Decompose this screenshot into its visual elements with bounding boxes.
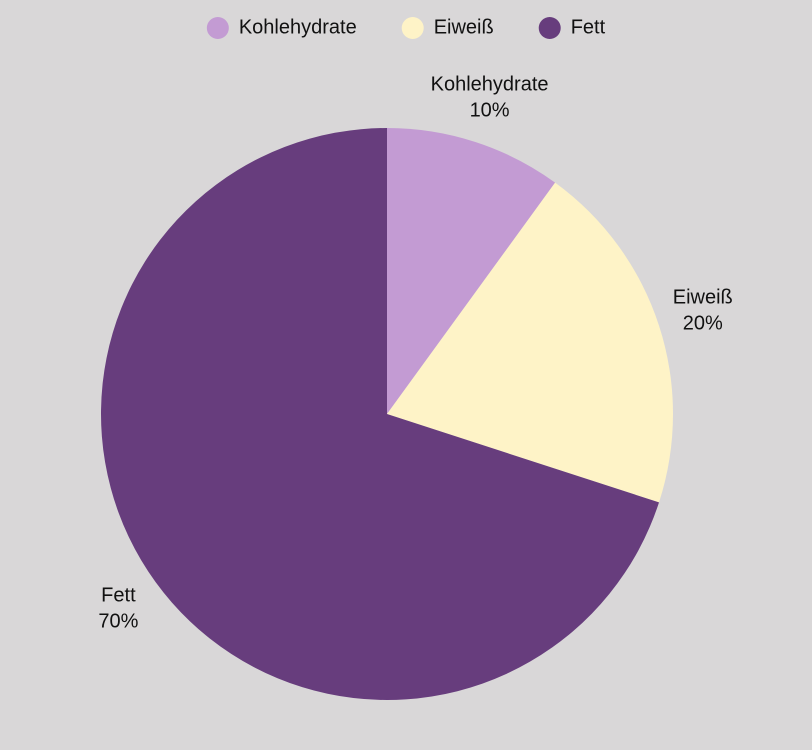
legend: Kohlehydrate Eiweiß Fett — [206, 16, 606, 39]
legend-swatch — [401, 17, 424, 39]
slice-value-label: 70% — [98, 610, 138, 632]
slice-label: Fett — [101, 584, 136, 606]
slice-label: Eiweiß — [673, 287, 733, 309]
pie-slice — [387, 182, 673, 503]
slice-value-label: 10% — [470, 100, 510, 122]
slice-label: Kohlehydrate — [431, 74, 549, 96]
legend-swatch — [538, 17, 561, 39]
slice-value-label: 20% — [683, 313, 723, 335]
legend-label: Kohlehydrate — [239, 16, 357, 38]
legend-label: Eiweiß — [434, 16, 494, 38]
legend-label: Fett — [571, 16, 606, 38]
pie-slice — [101, 128, 660, 700]
legend-swatch — [206, 17, 229, 39]
pie-slice — [387, 128, 556, 414]
